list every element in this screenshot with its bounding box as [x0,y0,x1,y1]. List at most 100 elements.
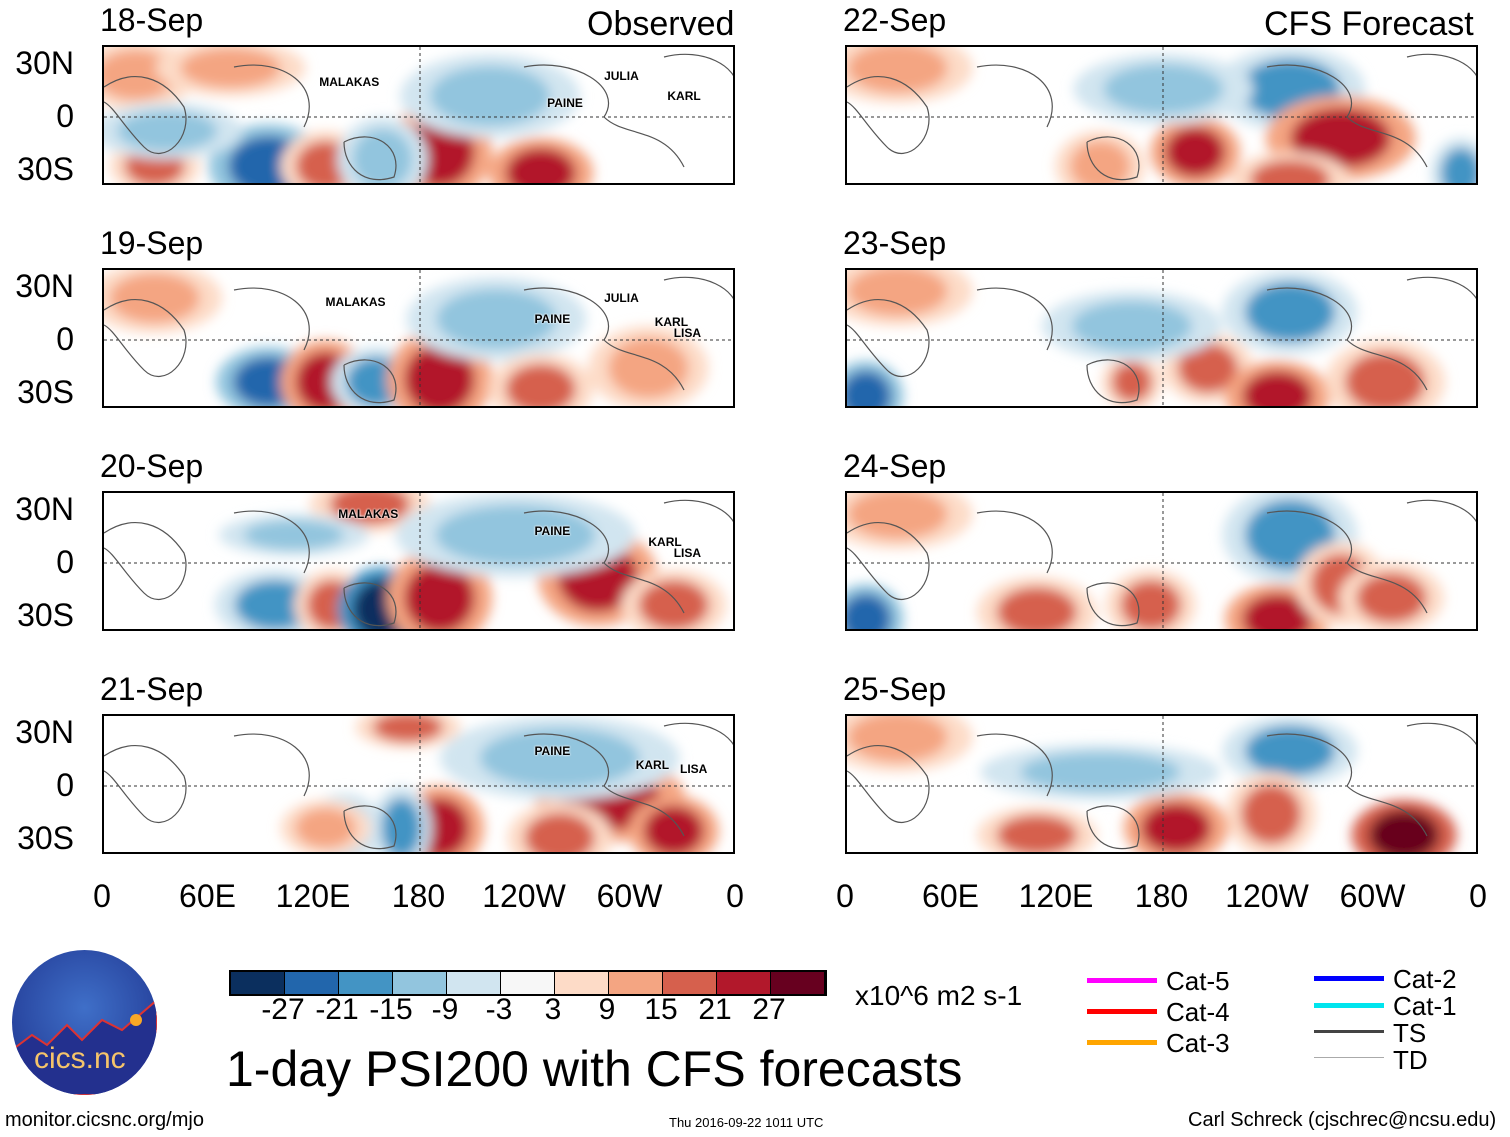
footer-timestamp: Thu 2016-09-22 1011 UTC [669,1115,824,1130]
anomaly-field [104,270,733,406]
storm-label: MALAKAS [338,507,399,521]
storm-label: PAINE [534,312,571,326]
lon-label: 0 [93,878,111,914]
coastlines [847,276,1476,404]
lon-label: 60W [1339,878,1406,914]
colorbar-label: -27 [261,993,305,1026]
lat-label: 30S [17,151,74,187]
storm-label: LISA [673,326,702,340]
storm-label: LISA [680,762,708,777]
storm-label: KARL [648,535,682,549]
lon-label: 120W [1225,878,1309,914]
anomaly-field [104,493,733,629]
lat-label: 0 [56,767,74,803]
cics-logo: cics.nc [12,950,157,1095]
lat-label: 30N [15,45,74,81]
colorbar-swatch [663,972,717,994]
colorbar-swatch [231,972,285,994]
panel-date: 23-Sep [843,225,947,261]
observed-map-panel: MALAKAS PAINE KARL LISA [102,491,735,631]
legend-line [1314,1003,1384,1008]
mountain-icon [12,998,157,1095]
colorbar-swatch [771,972,825,994]
colorbar-label: 9 [598,993,616,1026]
legend-label: Cat-1 [1393,991,1457,1021]
observed-map-panel: MALAKAS JULIA PAINE KARL [102,45,735,185]
observed-header: Observed [587,5,735,43]
storm-label: KARL [654,314,689,329]
lon-label: 60E [922,878,979,914]
legend-label: Cat-5 [1166,966,1230,996]
footer-url[interactable]: monitor.cicsnc.org/mjo [5,1109,204,1131]
footer-author: Carl Schreck (cjschrec@ncsu.edu) [1188,1109,1497,1131]
panel-date: 19-Sep [100,225,204,261]
lon-label: 120E [1018,878,1094,914]
forecast-map-panel [845,491,1478,631]
forecast-map-panel [845,268,1478,408]
colorbar-swatch [447,972,501,994]
anomaly-field [847,716,1476,852]
lon-label: 0 [1469,878,1487,914]
coastlines [104,53,733,181]
legend-label: Cat-4 [1166,997,1230,1027]
colorbar-label: -15 [369,993,413,1026]
coastlines [847,53,1476,181]
forecast-header: CFS Forecast [1264,5,1474,43]
panel-date: 18-Sep [100,2,204,38]
colorbar-swatch [717,972,771,994]
storm-label: PAINE [534,744,571,758]
forecast-map-panel [845,45,1478,185]
anomaly-field [847,47,1476,183]
lon-label: 60W [596,878,663,914]
storm-label: MALAKAS [325,295,386,310]
colorbar-label: -21 [315,993,359,1026]
colorbar-swatch [501,972,555,994]
coastlines [104,722,733,850]
lat-label: 0 [56,544,74,580]
lon-label: 0 [726,878,744,914]
anomaly-field [104,716,733,852]
legend-line [1087,1009,1157,1014]
observed-map-panel: MALAKAS JULIA PAINE KARL LISA [102,268,735,408]
legend-label: Cat-2 [1393,964,1457,994]
lon-label: 0 [836,878,854,914]
storm-label: KARL [635,758,670,772]
colorbar-swatch [393,972,447,994]
colorbar-swatch [285,972,339,994]
anomaly-field [847,270,1476,406]
lat-label: 30S [17,597,74,633]
legend-label: Cat-3 [1166,1028,1230,1058]
storm-label: PAINE [534,523,571,538]
anomaly-field [847,493,1476,629]
storm-label: LISA [673,546,702,561]
lon-label: 180 [1134,878,1189,914]
storm-label: MALAKAS [319,75,380,89]
panel-date: 24-Sep [843,448,947,484]
lat-label: 30S [17,374,74,410]
anomaly-field [104,47,733,183]
storm-label: KARL [667,89,701,103]
logo-text: cics.nc [34,1042,126,1075]
colorbar-label: -9 [431,993,459,1026]
coastlines [847,499,1476,627]
legend-line [1087,1040,1157,1045]
lon-label: 120E [275,878,351,914]
observed-map-panel: PAINE KARL LISA [102,714,735,854]
colorbar-swatch [339,972,393,994]
colorbar-swatch [609,972,663,994]
storm-label: JULIA [604,69,639,84]
legend-line [1314,976,1384,981]
colorbar-label: 15 [644,993,678,1026]
panel-date: 25-Sep [843,671,947,707]
legend-line [1314,1057,1384,1058]
legend-line [1087,978,1157,983]
colorbar [229,970,827,996]
coastlines [104,276,733,404]
legend-label: TD [1393,1045,1428,1075]
colorbar-swatch [555,972,609,994]
forecast-map-panel [845,714,1478,854]
coastlines [847,722,1476,850]
lon-label: 60E [179,878,236,914]
lat-label: 0 [56,321,74,357]
